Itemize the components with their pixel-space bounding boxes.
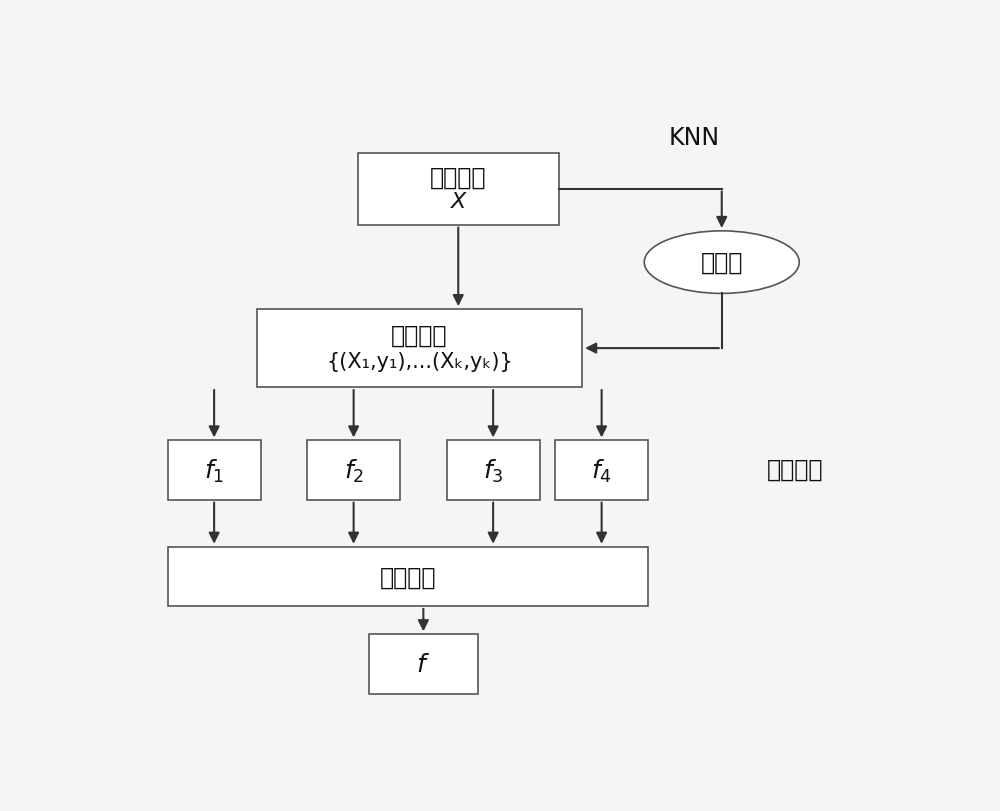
Text: 局部样本: 局部样本 [391,324,448,347]
FancyBboxPatch shape [257,310,582,388]
Text: 融合策略: 融合策略 [380,564,436,589]
FancyBboxPatch shape [555,440,648,500]
Text: 训练集: 训练集 [701,251,743,275]
Text: X: X [451,191,466,212]
Text: $f$: $f$ [416,652,430,676]
FancyBboxPatch shape [447,440,540,500]
Text: 基学习器: 基学习器 [767,457,824,481]
Text: {(X₁,y₁),...(Xₖ,yₖ)}: {(X₁,y₁),...(Xₖ,yₖ)} [326,352,513,372]
FancyBboxPatch shape [307,440,400,500]
FancyBboxPatch shape [168,547,648,607]
Text: $f_2$: $f_2$ [344,457,364,484]
Ellipse shape [644,232,799,294]
FancyBboxPatch shape [369,634,478,693]
Text: $f_3$: $f_3$ [483,457,503,484]
Text: KNN: KNN [669,126,720,150]
Text: $f_1$: $f_1$ [204,457,224,484]
Text: $f_4$: $f_4$ [591,457,612,484]
FancyBboxPatch shape [168,440,261,500]
Text: 被测样本: 被测样本 [430,165,486,189]
FancyBboxPatch shape [358,153,559,225]
